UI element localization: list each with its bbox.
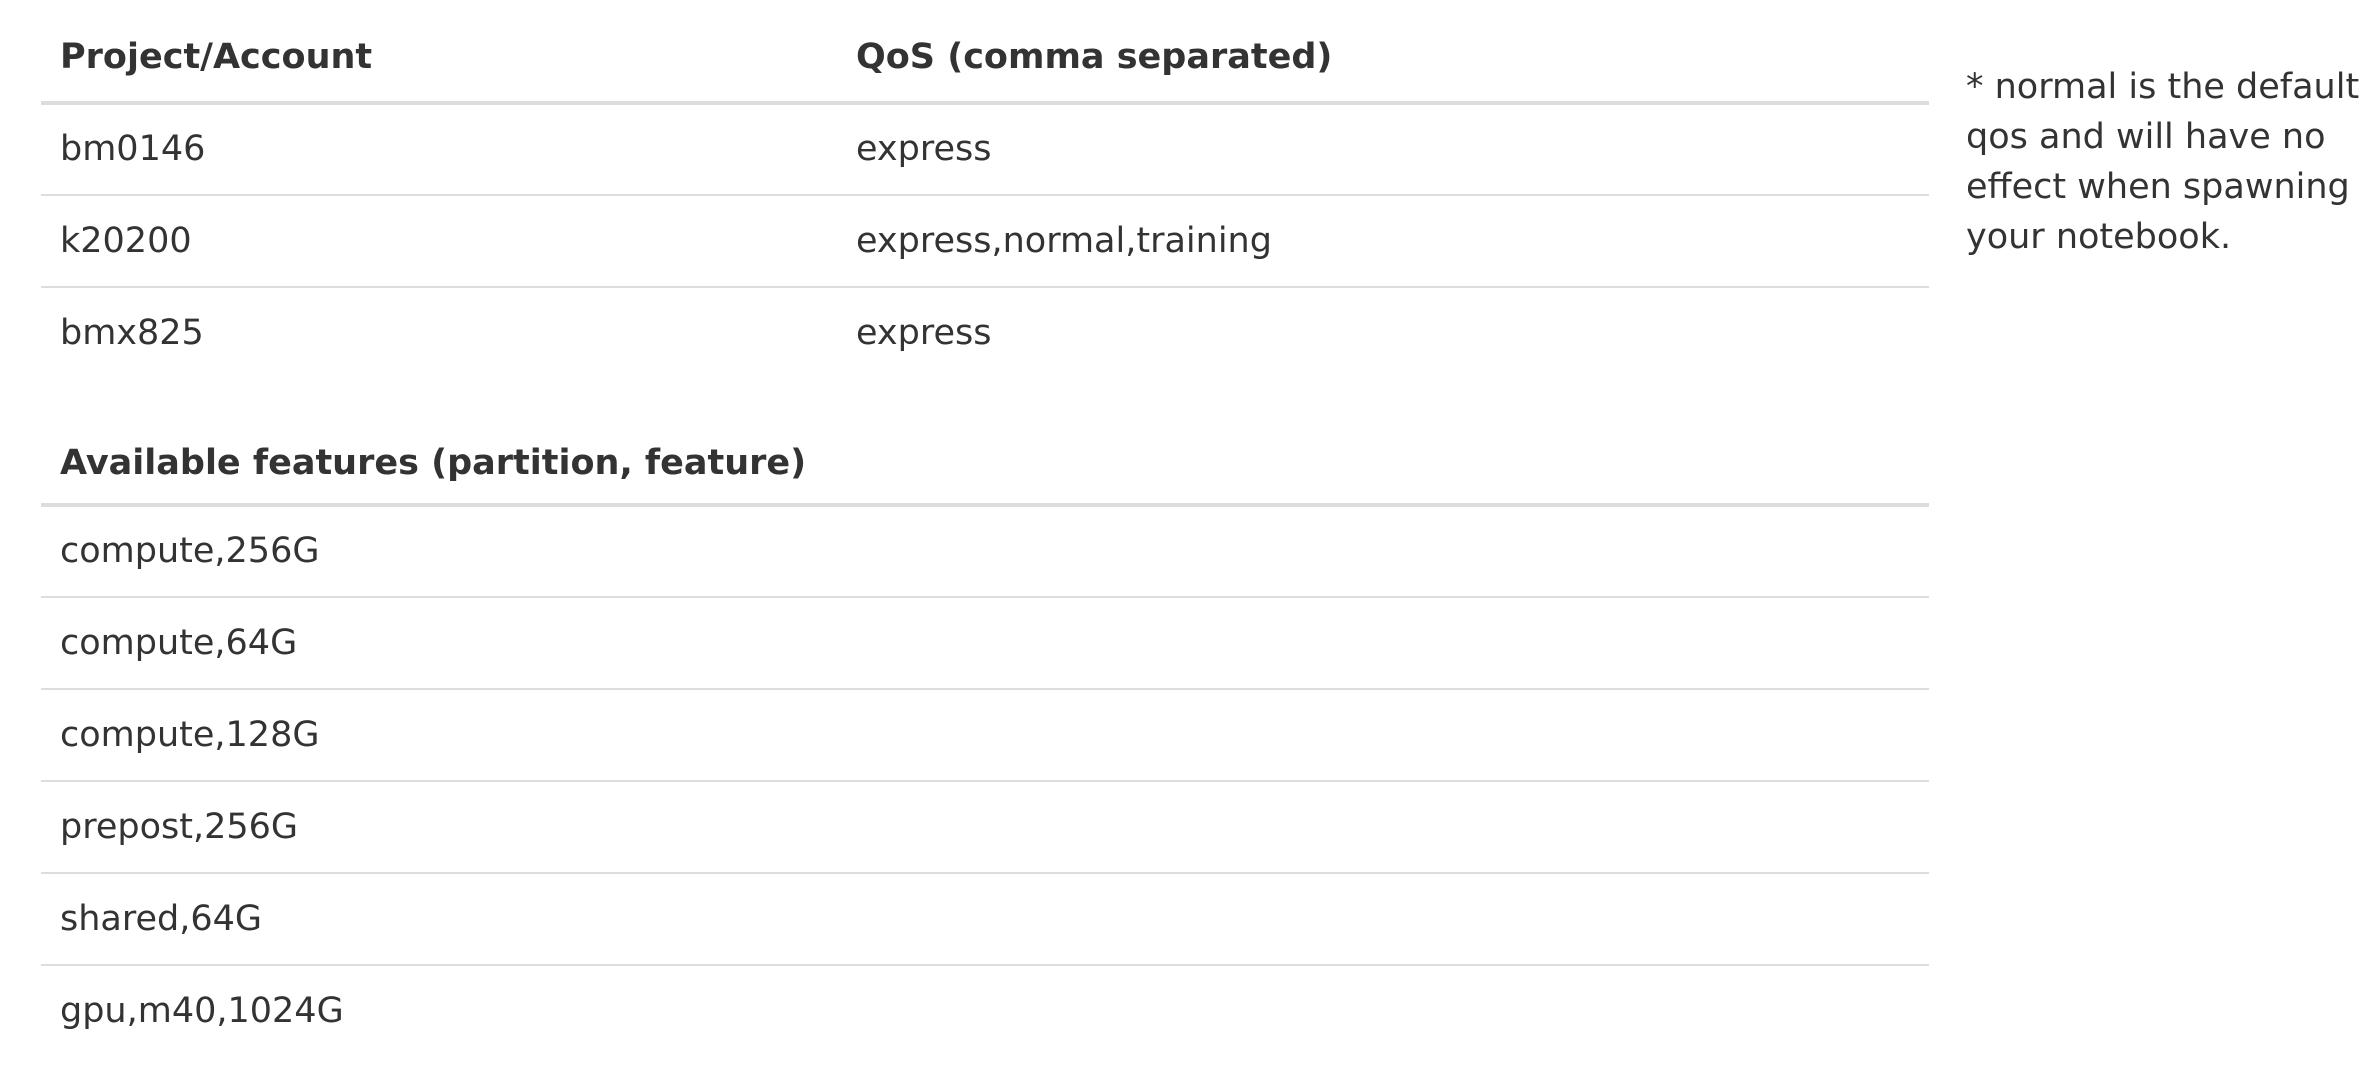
- qos-cell: express: [856, 313, 992, 353]
- feature-cell: compute,256G: [41, 505, 1929, 598]
- project-cell: bm0146: [41, 103, 837, 196]
- features-table: Available features (partition, feature) …: [41, 423, 1929, 1057]
- feature-cell: compute,128G: [41, 689, 1929, 782]
- features-header: Available features (partition, feature): [41, 423, 1929, 507]
- table-row: gpu,m40,1024G: [41, 965, 1929, 1057]
- qos-header: QoS (comma separated): [837, 0, 1929, 105]
- table-row: bm0146 express: [41, 103, 1929, 196]
- feature-cell: shared,64G: [41, 873, 1929, 966]
- table-row: bmx825 express: [41, 287, 1929, 379]
- table-row: compute,256G: [41, 505, 1929, 598]
- feature-cell: gpu,m40,1024G: [60, 991, 344, 1031]
- table-row: k20200 express,normal,training: [41, 195, 1929, 288]
- feature-cell: prepost,256G: [41, 781, 1929, 874]
- features-table-header-row: Available features (partition, feature): [41, 423, 1929, 507]
- table-row: shared,64G: [41, 873, 1929, 966]
- feature-cell: compute,64G: [41, 597, 1929, 690]
- qos-default-note: * normal is the default qos and will hav…: [1966, 67, 2360, 257]
- qos-table: Project/Account QoS (comma separated) bm…: [41, 0, 1929, 379]
- project-account-header: Project/Account: [41, 0, 837, 105]
- table-row: prepost,256G: [41, 781, 1929, 874]
- table-row: compute,128G: [41, 689, 1929, 782]
- qos-cell: express,normal,training: [837, 195, 1929, 288]
- main-content: Project/Account QoS (comma separated) bm…: [41, 0, 1929, 1057]
- table-row: compute,64G: [41, 597, 1929, 690]
- project-cell: bmx825: [60, 313, 204, 353]
- qos-table-header-row: Project/Account QoS (comma separated): [41, 0, 1929, 105]
- qos-cell: express: [837, 103, 1929, 196]
- project-cell: k20200: [41, 195, 837, 288]
